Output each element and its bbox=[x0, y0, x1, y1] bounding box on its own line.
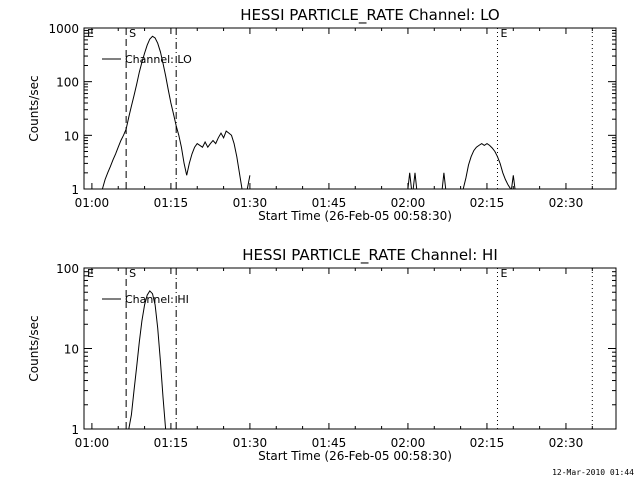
event-marker-label: S bbox=[129, 27, 136, 40]
x-tick-label: 01:15 bbox=[154, 436, 189, 450]
chart-title: HESSI PARTICLE_RATE Channel: HI bbox=[242, 246, 498, 265]
x-tick-label: 02:00 bbox=[391, 436, 426, 450]
event-marker-label: E bbox=[87, 267, 94, 280]
x-tick-label: 01:45 bbox=[312, 196, 347, 210]
x-tick-label: 02:15 bbox=[470, 196, 505, 210]
series-line bbox=[412, 172, 418, 190]
y-tick-label: 100 bbox=[56, 76, 79, 90]
x-axis-label: Start Time (26-Feb-05 00:58:30) bbox=[258, 209, 452, 223]
x-tick-label: 01:00 bbox=[75, 436, 110, 450]
x-tick-label: 02:30 bbox=[549, 436, 584, 450]
series-line bbox=[407, 172, 412, 190]
x-tick-label: 01:30 bbox=[233, 196, 268, 210]
y-axis-label: Counts/sec bbox=[27, 315, 41, 381]
y-tick-label: 1 bbox=[71, 183, 79, 197]
legend-label: Channel: HI bbox=[125, 293, 189, 306]
x-tick-label: 02:15 bbox=[470, 436, 505, 450]
x-tick-label: 01:30 bbox=[233, 436, 268, 450]
series-line bbox=[101, 35, 245, 190]
x-tick-label: 01:45 bbox=[312, 436, 347, 450]
y-tick-label: 10 bbox=[64, 343, 79, 357]
series-line bbox=[441, 172, 447, 190]
x-tick-label: 02:30 bbox=[549, 196, 584, 210]
series-line bbox=[246, 175, 251, 190]
lo-channel-panel: HESSI PARTICLE_RATE Channel: LO 01:00 01:1… bbox=[27, 6, 617, 223]
x-axis-label: Start Time (26-Feb-05 00:58:30) bbox=[258, 449, 452, 463]
series-line bbox=[462, 142, 512, 190]
legend-label: Channel: LO bbox=[125, 53, 192, 66]
y-tick-label: 1000 bbox=[48, 22, 79, 36]
hi-channel-panel: HESSI PARTICLE_RATE Channel: HI 01:00 01:1… bbox=[27, 246, 617, 463]
x-tick-label: 01:00 bbox=[75, 196, 110, 210]
event-marker-label: E bbox=[500, 27, 507, 40]
event-marker-label: S bbox=[129, 267, 136, 280]
chart-title: HESSI PARTICLE_RATE Channel: LO bbox=[240, 6, 499, 25]
x-tick-label: 02:00 bbox=[391, 196, 426, 210]
y-tick-label: 10 bbox=[64, 129, 79, 143]
series-line bbox=[511, 175, 516, 190]
y-tick-label: 1 bbox=[71, 423, 79, 437]
x-tick-label: 01:15 bbox=[154, 196, 189, 210]
series-line bbox=[128, 290, 167, 430]
y-axis-label: Counts/sec bbox=[27, 75, 41, 141]
event-marker-label: E bbox=[500, 267, 507, 280]
event-marker-label: E bbox=[87, 27, 94, 40]
footer-timestamp: 12-Mar-2010 01:44 bbox=[552, 468, 634, 477]
y-tick-label: 100 bbox=[56, 262, 79, 276]
